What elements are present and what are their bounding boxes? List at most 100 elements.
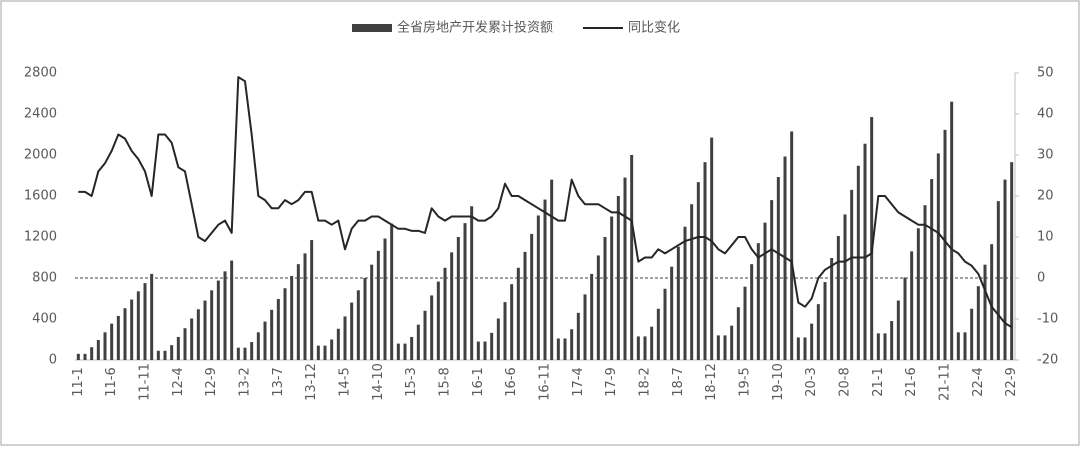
y-tick-label: 2400: [24, 107, 57, 122]
legend-swatch: [352, 24, 392, 32]
x-tick-label: 19-5: [738, 367, 753, 397]
bar: [723, 335, 727, 360]
bar: [536, 215, 540, 360]
bar: [990, 244, 994, 360]
x-tick-label: 21-1: [871, 367, 886, 397]
bar: [623, 177, 627, 360]
x-tick-label: 17-9: [604, 367, 619, 397]
bar: [816, 304, 820, 360]
bar: [503, 302, 507, 360]
bar: [603, 237, 607, 360]
bar: [803, 337, 807, 360]
x-tick-label: 13-12: [304, 363, 319, 401]
y2-tick-label: 20: [1037, 189, 1054, 204]
bar: [190, 318, 194, 360]
bar: [930, 179, 934, 360]
bar: [183, 328, 187, 360]
x-tick-label: 15-3: [404, 367, 419, 397]
bar: [843, 214, 847, 360]
bar: [743, 286, 747, 360]
bar: [470, 206, 474, 360]
bar: [130, 299, 134, 360]
bar: [983, 264, 987, 360]
bar: [463, 223, 467, 360]
bar: [510, 284, 514, 360]
bar: [150, 273, 154, 360]
bar: [936, 153, 940, 360]
bar: [383, 238, 387, 360]
bar: [770, 200, 774, 360]
bar: [876, 333, 880, 360]
bar: [403, 343, 407, 360]
bar: [963, 332, 967, 360]
bar: [230, 260, 234, 360]
bar: [310, 240, 314, 360]
bar: [856, 165, 860, 360]
y2-tick-label: 50: [1037, 66, 1054, 81]
bar: [330, 339, 334, 360]
bar: [696, 182, 700, 360]
legend-label: 同比变化: [628, 20, 680, 36]
bar: [430, 295, 434, 360]
bar: [156, 350, 160, 360]
bar: [296, 264, 300, 360]
bar: [710, 137, 714, 360]
bar: [323, 345, 327, 360]
bar: [676, 246, 680, 360]
bar: [163, 350, 167, 360]
bar: [250, 342, 254, 360]
bar: [910, 251, 914, 360]
bar: [610, 216, 614, 360]
y2-tick-label: 40: [1037, 107, 1054, 122]
bar: [436, 281, 440, 360]
bar: [410, 336, 414, 360]
bar: [950, 101, 954, 360]
y-tick-label: 0: [49, 353, 57, 368]
bar: [956, 332, 960, 360]
y-tick-label: 2800: [24, 66, 57, 81]
bar: [203, 300, 207, 360]
y-tick-label: 1600: [24, 189, 57, 204]
bar: [763, 222, 767, 360]
bar: [143, 283, 147, 360]
x-tick-label: 13-7: [271, 367, 286, 397]
line: [78, 76, 1013, 329]
bar: [996, 201, 1000, 360]
bar: [643, 336, 647, 360]
bar: [210, 290, 214, 360]
x-tick-label: 12-4: [171, 367, 186, 397]
x-tick-label: 18-2: [638, 367, 653, 397]
x-tick-label: 11-11: [138, 363, 153, 401]
legend-label: 全省房地产开发累计投资额: [397, 20, 553, 36]
bar: [976, 286, 980, 360]
bar: [863, 143, 867, 360]
y-tick-label: 1200: [24, 230, 57, 245]
bar: [576, 312, 580, 360]
bar: [263, 321, 267, 360]
bar: [650, 326, 654, 360]
bar: [336, 328, 340, 360]
bar: [103, 332, 107, 360]
bar: [396, 343, 400, 360]
bar: [923, 205, 927, 360]
bar: [630, 155, 634, 360]
bar: [270, 309, 274, 360]
bar: [550, 179, 554, 360]
bar: [683, 226, 687, 360]
bar: [810, 323, 814, 360]
bar: [96, 340, 100, 360]
x-tick-label: 11-1: [71, 367, 86, 397]
bar: [790, 131, 794, 360]
bar: [123, 308, 127, 360]
x-tick-label: 16-11: [538, 363, 553, 401]
bar: [616, 196, 620, 360]
bar: [730, 325, 734, 360]
y2-tick-label: -20: [1037, 353, 1058, 368]
x-tick-label: 16-1: [471, 367, 486, 397]
bar: [90, 347, 94, 360]
y2-tick-label: 10: [1037, 230, 1054, 245]
x-tick-label: 21-6: [904, 367, 919, 397]
bar: [836, 235, 840, 360]
x-tick-label: 22-9: [1004, 367, 1019, 397]
